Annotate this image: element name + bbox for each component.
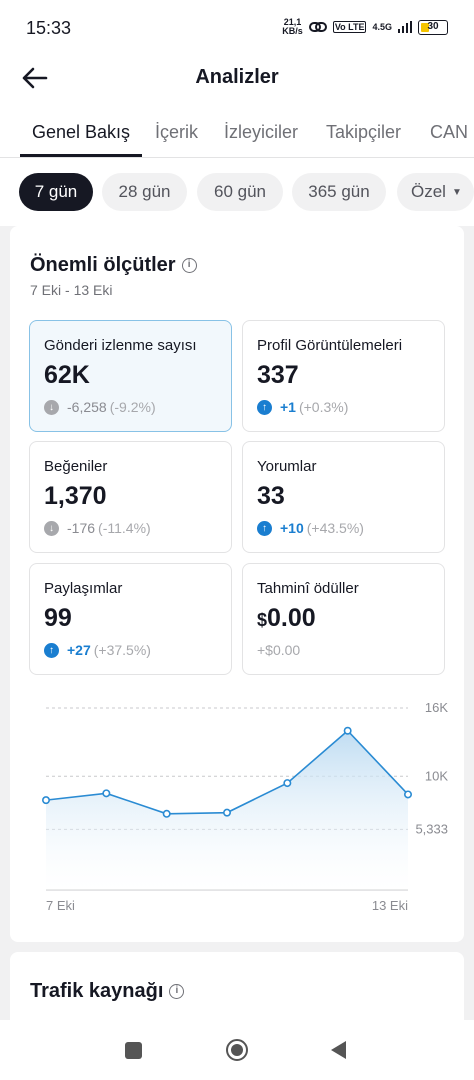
metric-delta: +10 [280, 520, 304, 536]
metric-delta: +1 [280, 399, 296, 415]
chip-7-days[interactable]: 7 gün [19, 173, 93, 211]
status-icons: 21,1 KB/s Vo LTE 4.5G 30 [282, 18, 448, 36]
data-point [41, 796, 50, 805]
metric-label: Beğeniler [44, 458, 108, 475]
battery-icon: 30 [418, 19, 448, 35]
metric-value: 62K [44, 361, 90, 389]
tab-live[interactable]: CAN [430, 122, 469, 142]
metric-estimated-rewards[interactable]: Tahminî ödüller $0.00 +$0.00 [242, 563, 445, 675]
chip-custom[interactable]: Özel ▼ [397, 173, 474, 211]
data-point [162, 809, 171, 818]
x-tick-label: 7 Eki [46, 898, 75, 913]
metric-shares[interactable]: Paylaşımlar 99 ↑ +27 (+37.5%) [29, 563, 232, 675]
metric-value: 1,370 [44, 482, 107, 510]
date-range-chips: 7 gün 28 gün 60 gün 365 gün Özel ▼ [0, 158, 474, 226]
app-header: Analizler [0, 56, 474, 102]
key-metrics-title: Önemli ölçütler i [30, 254, 197, 277]
metric-change: ↑ +27 (+37.5%) [44, 642, 151, 658]
signal-bars-icon [398, 21, 412, 33]
metric-label: Gönderi izlenme sayısı [44, 337, 197, 354]
chip-28-days[interactable]: 28 gün [102, 173, 187, 211]
metric-pct: (+37.5%) [93, 642, 151, 658]
chip-365-days[interactable]: 365 gün [292, 173, 386, 211]
metric-change: ↓ -6,258 (-9.2%) [44, 399, 156, 415]
metric-value: 33 [257, 482, 285, 510]
info-icon[interactable]: i [181, 258, 197, 274]
y-tick-label: 10K [425, 768, 448, 783]
volte-icon: Vo LTE [332, 21, 367, 33]
metric-profile-views[interactable]: Profil Görüntülemeleri 337 ↑ +1 (+0.3%) [242, 320, 445, 432]
metric-change: ↑ +10 (+43.5%) [257, 520, 364, 536]
series-area [46, 730, 408, 890]
data-point [223, 808, 232, 817]
metric-value: $0.00 [257, 604, 316, 632]
arrow-down-icon: ↓ [44, 399, 59, 415]
back-triangle-icon[interactable] [331, 1041, 346, 1059]
metric-comments[interactable]: Yorumlar 33 ↑ +10 (+43.5%) [242, 441, 445, 553]
key-metrics-card: Önemli ölçütler i 7 Eki - 13 Eki Gönderi … [10, 226, 464, 942]
back-arrow-icon[interactable] [20, 64, 48, 92]
page-title: Analizler [195, 66, 279, 88]
metric-label: Profil Görüntülemeleri [257, 337, 403, 354]
arrow-up-icon: ↑ [257, 520, 272, 536]
metric-pct: (+43.5%) [306, 520, 364, 536]
chip-60-days[interactable]: 60 gün [197, 173, 283, 211]
arrow-up-icon: ↑ [44, 642, 59, 658]
metric-likes[interactable]: Beğeniler 1,370 ↓ -176 (-11.4%) [29, 441, 232, 553]
y-tick-label: 5,333 [415, 821, 448, 836]
tab-followers[interactable]: Takipçiler [326, 122, 402, 142]
metric-change: ↓ -176 (-11.4%) [44, 520, 151, 536]
system-nav-bar [0, 1020, 474, 1080]
views-area-chart: 16K 10K 5,333 7 Eki 13 Eki [41, 700, 448, 913]
network-speed: 21,1 KB/s [282, 17, 303, 36]
metric-post-views[interactable]: Gönderi izlenme sayısı 62K ↓ -6,258 (-9.… [29, 320, 232, 432]
clock: 15:33 [26, 18, 72, 38]
data-point [283, 779, 292, 788]
signal-icon: 4.5G [372, 22, 392, 32]
metric-label: Yorumlar [257, 458, 317, 475]
metric-change: +$0.00 [257, 642, 300, 658]
chip-custom-label: Özel [411, 182, 446, 201]
y-tick-label: 16K [425, 700, 448, 715]
recent-apps-icon[interactable] [125, 1042, 142, 1059]
tab-overview[interactable]: Genel Bakış [32, 122, 131, 142]
arrow-down-icon: ↓ [44, 520, 59, 536]
data-point [102, 789, 111, 798]
home-icon[interactable] [226, 1039, 248, 1061]
metric-label: Tahminî ödüller [257, 580, 359, 597]
metric-delta: +27 [67, 642, 91, 658]
caret-down-icon: ▼ [451, 186, 462, 198]
link-icon [308, 22, 327, 32]
arrow-up-icon: ↑ [257, 399, 272, 415]
traffic-source-title: Trafik kaynağı i [30, 980, 185, 1003]
metric-value: 99 [44, 604, 72, 632]
data-point [403, 790, 412, 799]
tab-content[interactable]: İçerik [155, 122, 199, 142]
metric-delta: -6,258 [67, 399, 107, 415]
active-tab-indicator [20, 154, 142, 157]
data-point [343, 726, 352, 735]
status-bar: 15:33 21,1 KB/s Vo LTE 4.5G 30 [0, 0, 474, 56]
tab-bar: Genel Bakış İçerik İzleyiciler Takipçile… [0, 102, 474, 158]
info-icon[interactable]: i [169, 984, 185, 1000]
metric-delta: +$0.00 [257, 642, 301, 658]
currency-symbol: $ [257, 610, 268, 630]
metric-change: ↑ +1 (+0.3%) [257, 399, 348, 415]
metric-pct: (-9.2%) [109, 399, 156, 415]
views-chart: 16K 10K 5,333 7 Eki 13 Eki [20, 698, 464, 928]
metric-value: 337 [257, 361, 299, 389]
metric-pct: (-11.4%) [98, 520, 151, 536]
metric-pct: (+0.3%) [298, 399, 349, 415]
metric-label: Paylaşımlar [44, 580, 123, 597]
x-tick-label: 13 Eki [372, 898, 408, 913]
metric-delta: -176 [67, 520, 96, 536]
date-range-label: 7 Eki - 13 Eki [30, 282, 113, 298]
tab-viewers[interactable]: İzleyiciler [224, 122, 299, 142]
